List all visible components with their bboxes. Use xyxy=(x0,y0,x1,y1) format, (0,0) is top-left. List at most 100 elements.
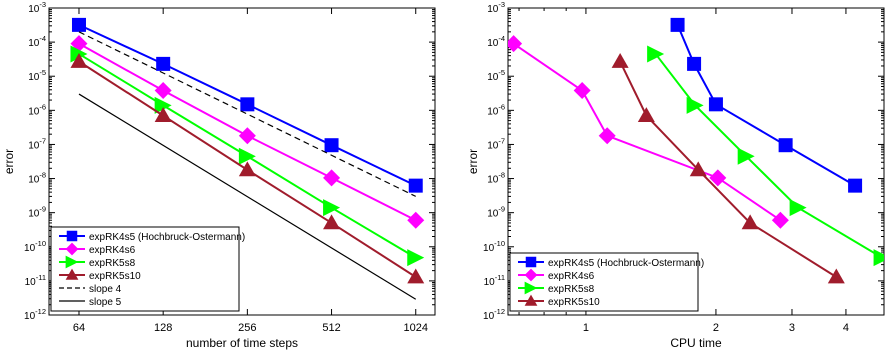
x-tick-label: 64 xyxy=(73,322,85,334)
data-point xyxy=(789,199,807,217)
data-point xyxy=(324,138,339,153)
legend-marker xyxy=(525,256,537,268)
data-point xyxy=(848,178,863,193)
y-tick-label: 10-7 xyxy=(28,136,46,151)
x-tick-label: 1024 xyxy=(403,322,427,334)
data-point xyxy=(408,178,423,193)
data-point xyxy=(670,17,685,32)
legend-marker xyxy=(65,242,79,256)
y-tick-label: 10-4 xyxy=(28,34,46,49)
legend-marker xyxy=(524,281,538,295)
y-tick-label: 10-8 xyxy=(487,171,505,186)
y-tick-label: 10-10 xyxy=(483,239,505,254)
series-exprk4s6 xyxy=(508,35,789,229)
series-line xyxy=(654,53,883,259)
data-point xyxy=(323,169,341,187)
plot-frame xyxy=(48,7,436,316)
data-point xyxy=(71,17,86,32)
data-point xyxy=(407,268,425,284)
y-tick-label: 10-9 xyxy=(487,205,505,220)
legend-marker-group xyxy=(524,294,538,306)
series-exprk5s10 xyxy=(611,53,845,284)
data-point xyxy=(741,214,759,230)
y-tick-label: 10-12 xyxy=(483,307,505,322)
legend-marker-group xyxy=(65,268,79,280)
y-tick-label: 10-12 xyxy=(24,307,46,322)
series-slope xyxy=(78,31,416,197)
y-tick-label: 10-6 xyxy=(28,102,46,117)
data-point xyxy=(689,161,707,177)
data-point xyxy=(778,138,793,153)
legend-label: expRK4s5 (Hochbruck-Ostermann) xyxy=(89,232,245,243)
y-axis-label: error xyxy=(466,149,480,174)
x-tick-label: 512 xyxy=(322,322,340,334)
data-point xyxy=(154,107,172,122)
legend-marker-group xyxy=(525,256,537,268)
y-tick-label: 10-3 xyxy=(487,0,505,15)
x-tick-label: 4 xyxy=(843,322,849,334)
legend-label: expRK4s5 (Hochbruck-Ostermann) xyxy=(548,258,704,269)
y-axis-label: error xyxy=(2,149,16,174)
legend-marker xyxy=(66,230,78,242)
data-point xyxy=(323,199,341,217)
data-point xyxy=(708,97,723,112)
y-tick-label: 10-4 xyxy=(487,34,505,49)
legend-box xyxy=(50,226,240,312)
data-point xyxy=(687,56,702,71)
series-exprk4s5 xyxy=(71,17,423,193)
plot-frame xyxy=(507,7,885,316)
data-point xyxy=(154,96,172,114)
legend-label: slope 5 xyxy=(89,297,122,308)
y-tick-label: 10-8 xyxy=(28,171,46,186)
y-tick-label: 10-6 xyxy=(487,102,505,117)
data-point xyxy=(873,249,884,267)
plot-area xyxy=(70,17,425,300)
y-tick-label: 10-5 xyxy=(28,68,46,83)
y-tick-label: 10-7 xyxy=(487,136,505,151)
right-panel: 10-12 10-11 10-10 10-9 10-8 10-7 10-6 10-5 10-4 1… xyxy=(466,0,885,350)
series-slope xyxy=(78,93,417,300)
data-point xyxy=(240,97,255,112)
legend-marker xyxy=(65,268,79,280)
series-exprk5s10 xyxy=(70,53,425,284)
data-point xyxy=(323,214,341,230)
x-tick-label: 3 xyxy=(789,322,795,334)
legend-marker xyxy=(524,294,538,306)
legend-label: expRK5s10 xyxy=(89,271,141,282)
series-exprk4s5 xyxy=(670,17,863,193)
legend-marker-group xyxy=(524,268,538,282)
legend-marker-group xyxy=(65,242,79,256)
x-axis-label: number of time steps xyxy=(186,336,298,350)
legend-label: expRK5s8 xyxy=(548,284,595,295)
legend-marker xyxy=(65,255,79,269)
data-point xyxy=(407,249,425,267)
left-panel: 10-12 10-11 10-10 10-9 10-8 10-7 10-6 10-5 10-4 1… xyxy=(2,0,436,350)
y-tick-label: 10-5 xyxy=(487,68,505,83)
series-line xyxy=(619,61,837,278)
x-tick-label: 2 xyxy=(713,322,719,334)
data-point xyxy=(709,169,727,187)
legend-label: expRK4s6 xyxy=(89,245,136,256)
legend-label: expRK5s10 xyxy=(548,297,600,308)
data-point xyxy=(637,107,655,122)
data-point xyxy=(70,53,88,68)
data-point xyxy=(238,127,256,145)
legend-label: expRK4s6 xyxy=(548,271,595,282)
data-point xyxy=(771,211,789,229)
y-tick-label: 10-10 xyxy=(24,239,46,254)
legend: expRK4s5 (Hochbruck-Ostermann) expRK4s6 ex… xyxy=(50,226,245,312)
legend-label: expRK5s8 xyxy=(89,258,136,269)
data-point xyxy=(508,35,523,53)
x-tick-label: 1 xyxy=(583,322,589,334)
x-tick-label: 256 xyxy=(238,322,256,334)
data-point xyxy=(156,56,171,71)
legend-marker-group xyxy=(65,255,79,269)
data-point xyxy=(154,82,172,100)
y-tick-label: 10-3 xyxy=(28,0,46,15)
data-point xyxy=(238,161,256,177)
legend-marker xyxy=(524,268,538,282)
x-tick-label: 128 xyxy=(154,322,172,334)
legend: expRK4s5 (Hochbruck-Ostermann) expRK4s6 ex… xyxy=(509,252,704,312)
